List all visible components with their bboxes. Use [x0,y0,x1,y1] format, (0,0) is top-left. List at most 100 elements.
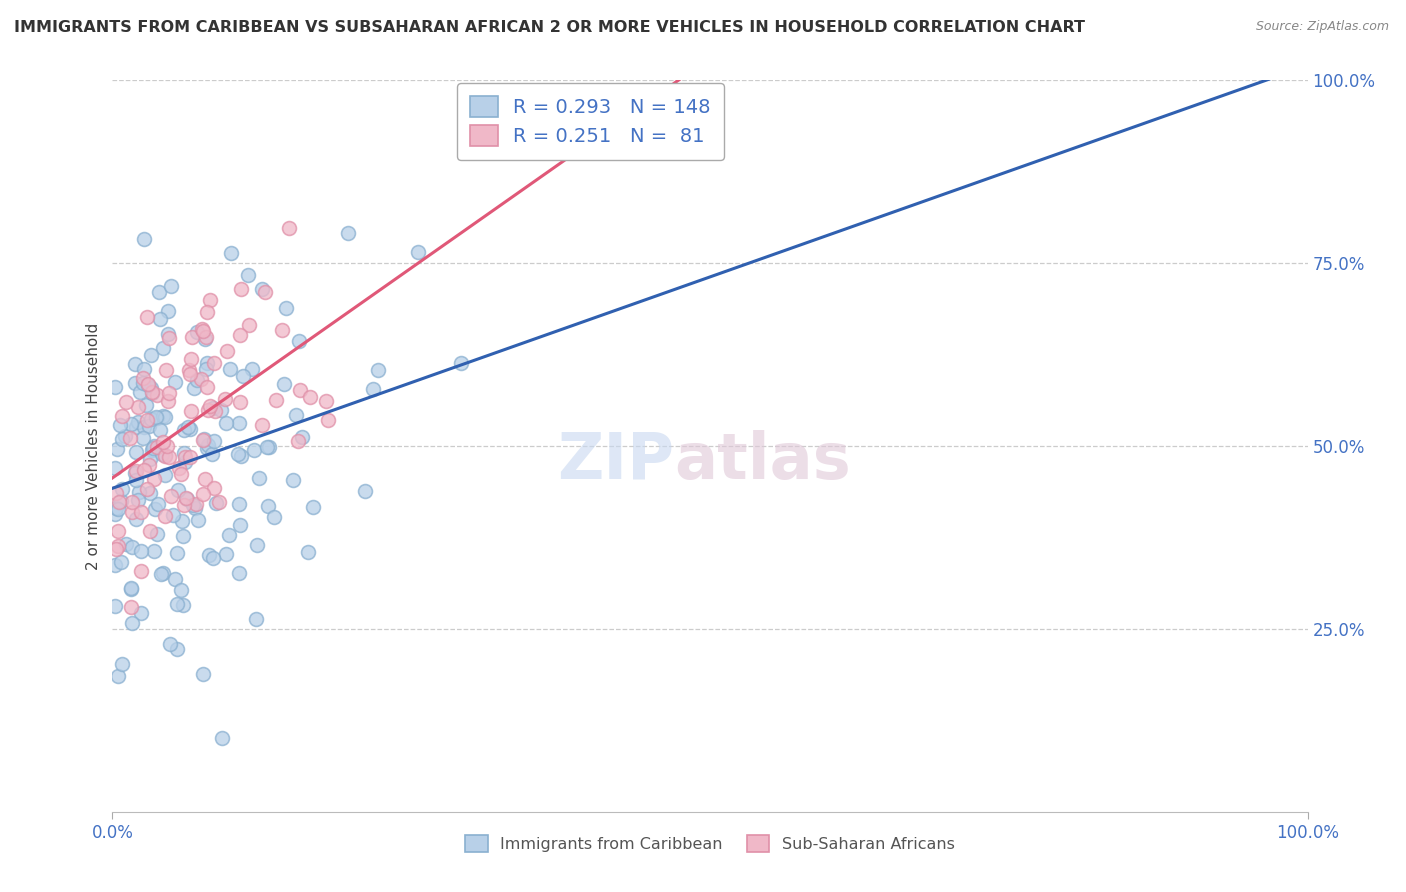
Point [202,434,225,448]
Point [257,440,280,454]
Point [110,494,132,508]
Point [148,311,170,326]
Point [120,581,142,595]
Point [163,375,186,389]
Point [127,492,149,507]
Point [302,500,325,514]
Point [143,473,166,487]
Point [208,495,231,509]
Point [127,415,149,429]
Point [228,566,250,581]
Point [236,268,259,282]
Point [218,528,240,542]
Point [156,439,179,453]
Point [107,502,129,516]
Text: Source: ZipAtlas.com: Source: ZipAtlas.com [1256,20,1389,33]
Point [242,442,264,457]
Point [118,431,141,445]
Point [121,600,143,615]
Point [173,446,195,460]
Point [202,355,225,369]
Point [229,328,252,343]
Point [124,466,146,480]
Point [215,416,238,430]
Point [156,304,179,318]
Point [111,482,134,496]
Point [226,447,249,461]
Point [200,293,222,308]
Point [110,555,132,569]
Point [172,529,194,543]
Point [146,440,169,454]
Point [336,226,359,240]
Y-axis label: 2 or more Vehicles in Household: 2 or more Vehicles in Household [86,322,101,570]
Point [263,510,285,524]
Point [201,551,224,566]
Point [197,438,219,452]
Point [184,501,207,516]
Point [170,582,193,597]
Point [288,383,311,397]
Point [132,431,155,445]
Point [121,495,143,509]
Point [148,285,170,299]
Point [177,362,200,376]
Point [134,463,156,477]
Point [240,362,263,376]
Point [107,495,129,509]
Point [107,524,129,538]
Point [174,491,197,505]
Point [136,377,159,392]
Point [114,537,136,551]
Point [146,526,169,541]
Point [150,567,173,582]
Point [136,482,159,496]
Point [142,442,165,456]
Point [231,282,253,296]
Point [215,547,238,561]
Point [287,434,309,448]
Point [132,376,155,391]
Point [152,435,174,450]
Point [131,565,153,579]
Point [186,325,208,339]
Point [166,598,188,612]
Point [271,323,294,337]
Point [138,451,160,466]
Point [104,460,127,475]
Point [361,382,384,396]
Point [132,232,155,246]
Point [145,388,167,402]
Point [157,450,180,465]
Point [257,500,280,514]
Point [124,358,146,372]
Point [129,505,152,519]
Point [132,362,155,376]
Point [215,344,238,359]
Point [162,508,184,522]
Point [139,524,162,538]
Point [110,432,132,446]
Point [104,380,127,394]
Point [141,385,163,400]
Point [278,220,301,235]
Point [183,498,205,512]
Point [205,496,228,510]
Point [139,412,162,426]
Point [129,384,152,399]
Point [156,394,179,409]
Point [245,612,267,626]
Point [195,380,218,394]
Point [172,598,194,612]
Point [204,404,226,418]
Point [152,341,174,355]
Point [104,541,127,556]
Point [180,329,202,343]
Point [315,393,337,408]
Point [111,409,134,423]
Point [153,508,176,523]
Point [197,403,219,417]
Point [183,381,205,395]
Text: ZIP: ZIP [557,430,675,491]
Point [159,636,181,650]
